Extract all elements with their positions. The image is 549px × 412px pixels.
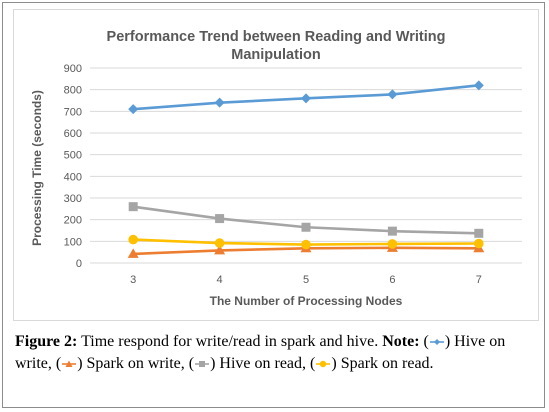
data-point — [474, 228, 484, 238]
x-tick-label: 4 — [217, 274, 223, 286]
x-tick-label: 7 — [476, 274, 482, 286]
data-point — [215, 214, 225, 224]
chart-title-line-2: Manipulation — [231, 47, 320, 63]
data-point — [128, 104, 139, 115]
series-spark-on-read — [128, 234, 484, 250]
y-tick-label: 100 — [64, 236, 82, 248]
figure-caption: Figure 2: Time respond for write/read in… — [15, 333, 506, 372]
legend-item-spark-write: Spark on write, — [86, 355, 185, 372]
data-point — [301, 93, 311, 104]
data-point — [474, 238, 484, 249]
data-point — [387, 226, 397, 236]
line-chart: Performance Trend between Reading and Wr… — [30, 29, 522, 308]
x-axis-label: The Number of Processing Nodes — [210, 294, 403, 308]
y-tick-label: 300 — [64, 193, 82, 205]
y-tick-label: 900 — [64, 63, 82, 75]
y-tick-label: 500 — [64, 150, 82, 162]
figure-label: Figure 2: — [15, 333, 78, 350]
data-point — [387, 239, 398, 249]
series-group — [127, 80, 485, 258]
y-axis-label: Processing Time (seconds) — [30, 90, 44, 246]
data-point — [473, 80, 484, 91]
y-tick-label: 600 — [64, 128, 82, 140]
hive-write-legend-icon — [429, 339, 444, 346]
spark-write-legend-icon — [62, 360, 77, 368]
figure-frame: Performance Trend between Reading and Wr… — [2, 2, 545, 408]
y-tick-label: 800 — [64, 85, 82, 97]
legend-item-hive-read: Hive on read, — [219, 355, 307, 372]
legend-item-spark-read: Spark on read. — [340, 355, 434, 372]
series-hive-on-write — [128, 80, 484, 115]
series-hive-on-read — [128, 202, 484, 238]
y-tick-labels: 0 100 200 300 400 500 600 700 800 900 — [64, 63, 82, 270]
y-tick-label: 400 — [64, 171, 82, 183]
y-tick-label: 0 — [76, 258, 82, 270]
data-point — [214, 97, 225, 108]
caption-text: Time respond for write/read in spark and… — [81, 333, 379, 350]
data-point — [128, 202, 138, 212]
y-tick-label: 200 — [64, 215, 82, 227]
note-label: Note: — [382, 333, 420, 350]
data-point — [128, 234, 138, 245]
chart-title-line-1: Performance Trend between Reading and Wr… — [107, 29, 446, 45]
data-point — [214, 238, 225, 248]
data-point — [214, 244, 226, 255]
data-point — [387, 89, 398, 100]
x-tick-labels: 3 4 5 6 7 — [130, 274, 482, 286]
x-tick-label: 5 — [303, 274, 309, 286]
legend-item-hive-write: Hive on write, — [15, 333, 506, 372]
x-tick-label: 6 — [389, 274, 395, 286]
data-point — [301, 239, 311, 250]
data-point — [127, 248, 139, 258]
spark-read-legend-icon — [316, 361, 331, 368]
y-tick-label: 700 — [64, 106, 82, 118]
hive-read-legend-icon — [195, 361, 210, 368]
data-point — [301, 222, 311, 232]
x-tick-label: 3 — [130, 274, 136, 286]
chart-container: Performance Trend between Reading and Wr… — [13, 9, 539, 321]
